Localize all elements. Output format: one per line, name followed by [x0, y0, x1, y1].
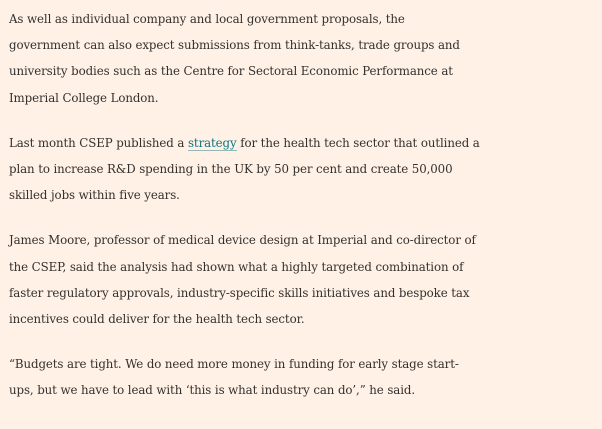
paragraph-text: for the health tech sector that outlined…: [236, 135, 480, 150]
paragraph-line: As well as individual company and local …: [9, 12, 405, 26]
paragraph-line: the CSEP, said the analysis had shown wh…: [9, 259, 464, 274]
paragraph-text: Last month CSEP published a: [9, 135, 188, 150]
paragraph-csep-strategy: Last month CSEP published a strategy for…: [9, 130, 602, 209]
paragraph-line: skilled jobs within five years.: [9, 188, 180, 203]
paragraph-line: ups, but we have to lead with ‘this is w…: [9, 383, 415, 398]
paragraph-line: James Moore, professor of medical device…: [9, 233, 476, 248]
paragraph-line: incentives could deliver for the health …: [9, 312, 305, 327]
paragraph-line: government can also expect submissions f…: [9, 38, 460, 53]
paragraph-line-with-link: Last month CSEP published a strategy for…: [9, 130, 602, 156]
paragraph-line: plan to increase R&D spending in the UK …: [9, 162, 453, 177]
paragraph-proposals: As well as individual company and local …: [9, 6, 602, 111]
paragraph-line: “Budgets are tight. We do need more mone…: [9, 357, 459, 372]
paragraph-james-moore: James Moore, professor of medical device…: [9, 227, 602, 332]
paragraph-line: university bodies such as the Centre for…: [9, 64, 453, 79]
paragraph-line: Imperial College London.: [9, 90, 159, 105]
strategy-link[interactable]: strategy: [187, 135, 237, 151]
paragraph-quote: “Budgets are tight. We do need more mone…: [9, 351, 602, 403]
paragraph-line: faster regulatory approvals, industry-sp…: [9, 285, 470, 300]
